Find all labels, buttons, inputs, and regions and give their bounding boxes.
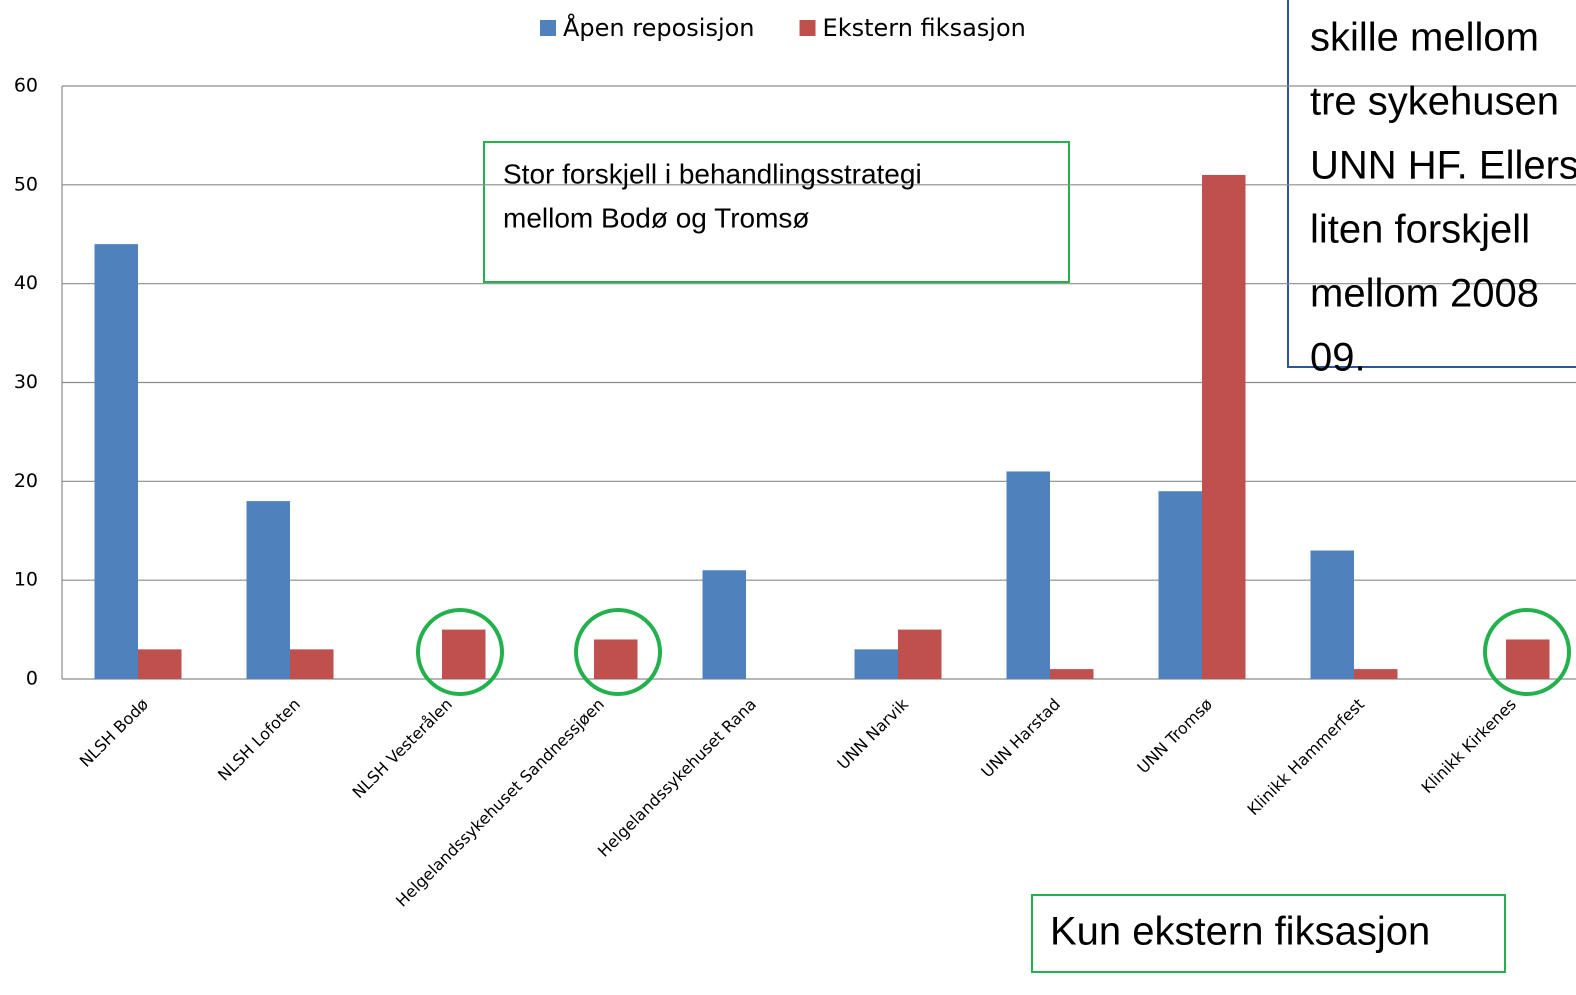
annotation-text: Stor forskjell i behandlingsstrategi xyxy=(503,158,922,189)
bar xyxy=(594,639,638,679)
bar xyxy=(290,649,334,679)
annotation-text: mellom 2008 xyxy=(1310,272,1539,316)
legend-swatch xyxy=(540,20,556,36)
bar xyxy=(702,570,746,679)
x-tick-label: NLSH Bodø xyxy=(76,694,152,770)
annotation-box xyxy=(483,141,1070,283)
annotation-box xyxy=(1031,894,1506,973)
legend-swatch xyxy=(799,20,816,36)
y-tick-label: 20 xyxy=(14,470,38,492)
bar xyxy=(1354,669,1398,679)
y-tick-label: 60 xyxy=(14,75,38,97)
annotation-box xyxy=(1287,0,1576,368)
y-tick-label: 50 xyxy=(14,173,38,195)
legend-label: Ekstern fiksasjon xyxy=(823,14,1026,42)
bar xyxy=(94,244,138,679)
annotation-text: Kun ekstern fiksasjon xyxy=(1050,910,1430,954)
bar xyxy=(898,629,942,679)
y-tick-label: 40 xyxy=(14,272,38,294)
bar xyxy=(246,501,290,679)
bar xyxy=(1158,491,1202,679)
bar xyxy=(442,629,486,679)
x-tick-label: UNN Tromsø xyxy=(1133,694,1216,777)
bar xyxy=(854,649,898,679)
y-tick-label: 30 xyxy=(14,371,38,393)
x-tick-label: UNN Narvik xyxy=(833,694,912,773)
legend-label: Åpen reposisjon xyxy=(563,13,755,42)
x-tick-label: NLSH Vesterålen xyxy=(349,695,456,802)
bar xyxy=(1202,174,1246,679)
highlight-circle xyxy=(1483,608,1571,696)
highlight-circle xyxy=(416,608,504,696)
x-tick-label: Helgelandssykehuset Rana xyxy=(594,695,760,861)
annotation-text: liten forskjell xyxy=(1310,208,1530,252)
bar xyxy=(1006,471,1050,679)
y-tick-label: 10 xyxy=(14,569,38,591)
annotation-text: UNN HF. Ellers xyxy=(1310,144,1576,188)
bar xyxy=(1506,639,1550,679)
annotation-text: skille mellom xyxy=(1310,16,1539,60)
highlight-circle xyxy=(574,608,662,696)
x-tick-label: UNN Harstad xyxy=(977,695,1064,782)
y-tick-label: 0 xyxy=(26,668,38,690)
bar xyxy=(1050,669,1094,679)
annotation-text: mellom Bodø og Tromsø xyxy=(503,202,810,233)
x-tick-label: NLSH Lofoten xyxy=(214,695,304,785)
bar xyxy=(1310,550,1354,679)
bar xyxy=(138,649,182,679)
annotation-text: 09. xyxy=(1310,336,1366,380)
annotation-text: tre sykehusen xyxy=(1310,80,1559,124)
x-tick-label: Klinikk Hammerfest xyxy=(1243,695,1368,820)
x-tick-label: Klinikk Kirkenes xyxy=(1418,695,1521,798)
